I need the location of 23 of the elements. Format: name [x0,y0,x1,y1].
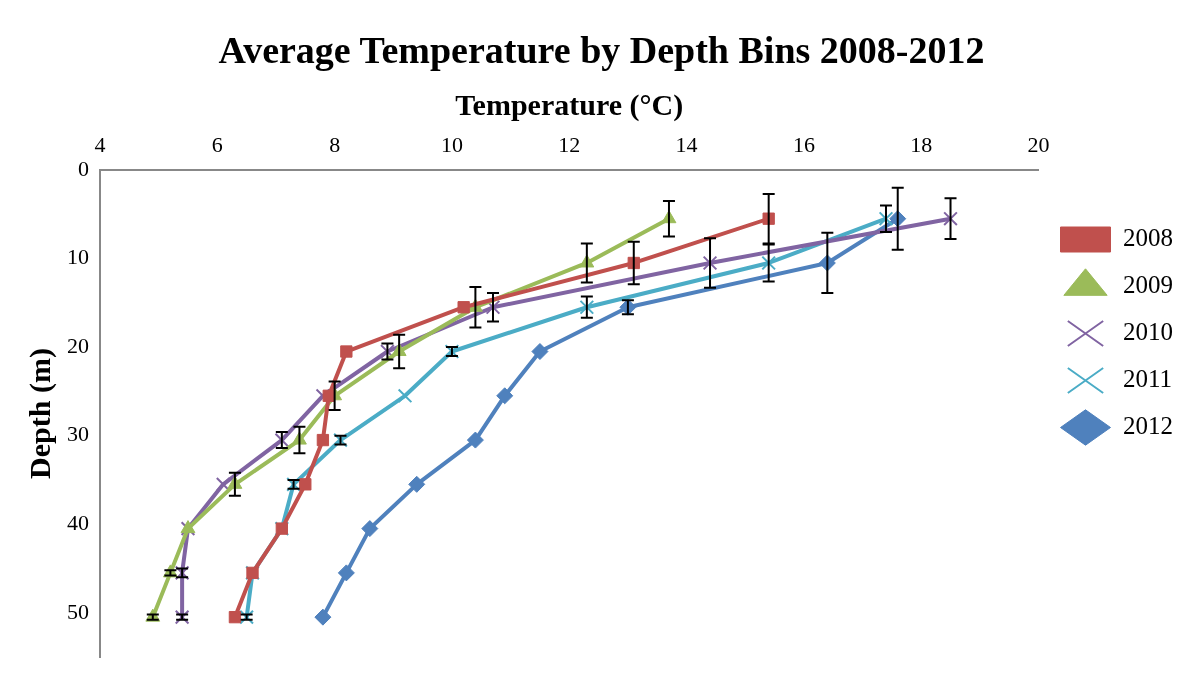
y-tick-label: 10 [67,244,89,270]
x-tick-label: 8 [329,131,341,157]
x-tick-label: 18 [910,131,933,157]
x-tick-label: 6 [211,131,223,157]
y-tick-label: 20 [67,332,89,358]
legend-label: 2009 [1123,271,1173,299]
x-tick-label: 14 [675,131,698,157]
legend-label: 2010 [1123,318,1173,346]
chart-title: Average Temperature by Depth Bins 2008-2012 [218,28,985,71]
x-tick-label: 4 [94,131,106,157]
x-tick-label: 10 [440,131,463,157]
legend-label: 2012 [1123,412,1173,440]
x-tick-label: 20 [1027,131,1050,157]
x-axis-title: Temperature (°C) [455,88,684,123]
y-tick-label: 50 [67,598,89,624]
legend-label: 2008 [1123,224,1173,252]
legend-label: 2011 [1123,365,1173,393]
x-tick-label: 12 [558,131,581,157]
y-tick-label: 0 [78,155,89,181]
y-tick-label: 30 [67,421,89,447]
y-axis-title: Depth (m) [22,348,57,479]
x-tick-label: 16 [792,131,815,157]
y-tick-label: 40 [67,509,89,535]
